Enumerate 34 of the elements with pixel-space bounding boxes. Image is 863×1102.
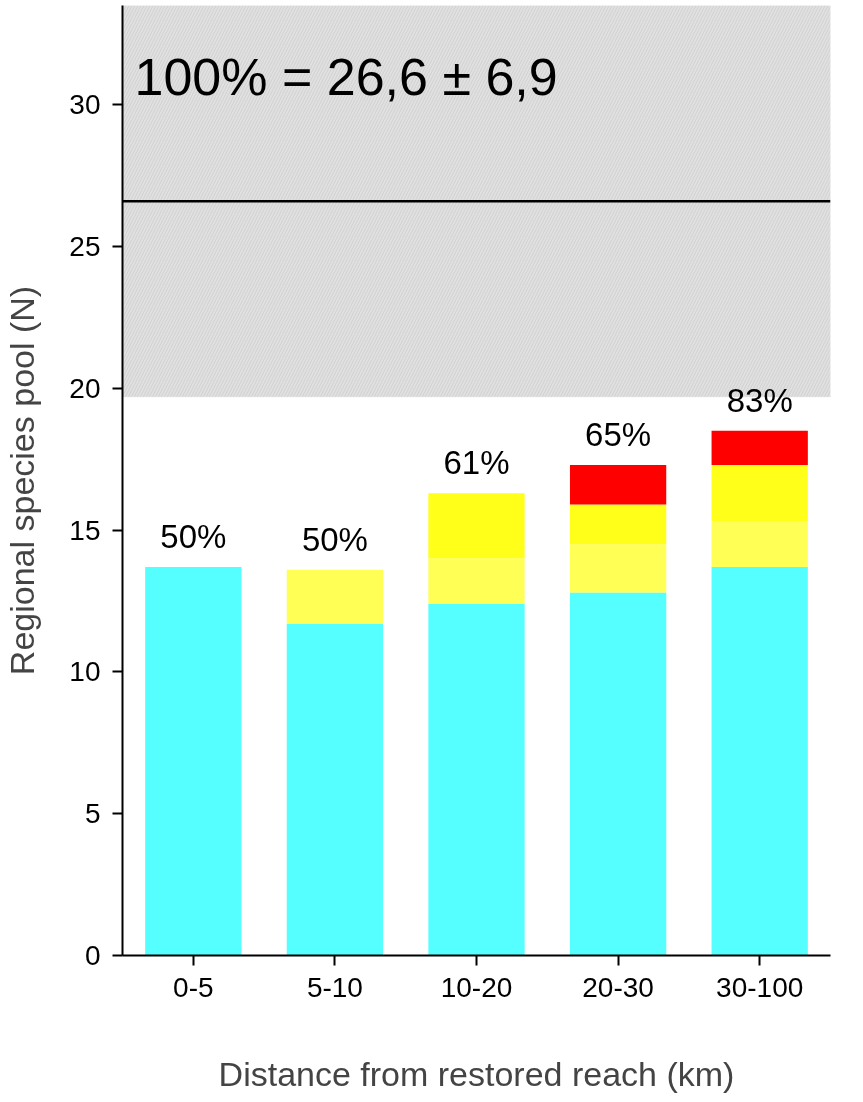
annotation: 50%	[301, 520, 368, 558]
y-tick-label: 10	[69, 656, 101, 688]
bar	[428, 493, 525, 559]
bar	[428, 558, 525, 604]
x-tick-label: 10-20	[440, 971, 513, 1003]
annotation: 100% = 26,6 ± 6,9	[134, 47, 558, 106]
bar	[145, 566, 242, 956]
y-axis-title: Regional species pool (N)	[3, 285, 42, 676]
y-tick-label: 15	[69, 514, 101, 546]
y-tick-label: 0	[84, 940, 101, 971]
annotation: 65%	[585, 415, 652, 453]
annotation: 50%	[160, 517, 227, 555]
bar	[711, 566, 808, 956]
bar	[569, 464, 667, 505]
x-tick-label: 0-5	[173, 971, 214, 1003]
y-tick-label: 30	[69, 89, 101, 121]
y-tick-label: 25	[69, 231, 101, 263]
bar	[428, 603, 525, 956]
bar	[711, 521, 808, 567]
y-tick-label: 20	[69, 372, 101, 404]
bar	[286, 623, 384, 956]
bar	[711, 430, 808, 465]
bar	[711, 464, 808, 522]
bar	[569, 504, 667, 545]
x-tick-label: 30-100	[716, 971, 804, 1003]
x-tick-label: 20-30	[582, 971, 654, 1003]
x-axis-title: Distance from restored reach (km)	[218, 1054, 735, 1093]
annotation: 61%	[443, 444, 510, 482]
y-tick-label: 5	[84, 798, 101, 830]
x-tick-label: 5-10	[306, 971, 363, 1003]
annotation: 83%	[726, 381, 793, 419]
bar	[286, 569, 384, 624]
bar	[569, 544, 667, 593]
bar	[569, 592, 667, 956]
